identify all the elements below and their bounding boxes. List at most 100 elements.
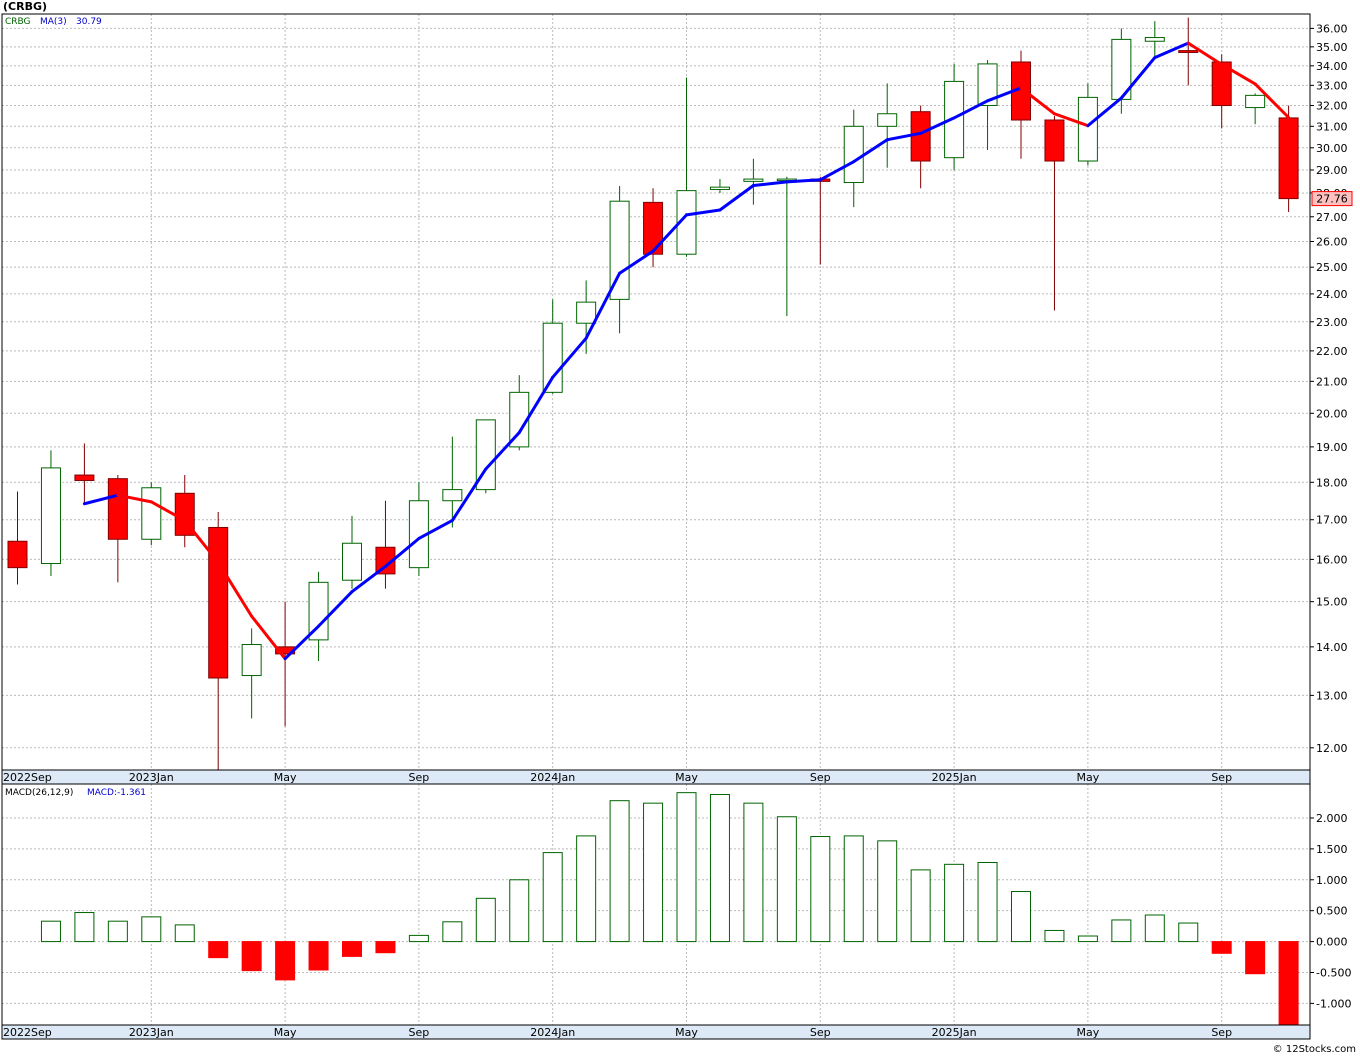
price-tick-label: 13.00 [1316, 689, 1348, 702]
macd-bar [709, 794, 730, 943]
price-tick-label: 31.00 [1316, 120, 1348, 133]
macd-bar [676, 792, 697, 943]
ma3-line-segment [250, 614, 287, 661]
candle-body [910, 111, 931, 162]
date-axis-label: May [274, 771, 297, 784]
macd-bar [408, 934, 429, 943]
ma3-line-segment [751, 180, 789, 188]
candle-body [1077, 96, 1098, 162]
macd-bar [1011, 891, 1031, 943]
macd-bar [509, 879, 530, 943]
ma3-line-segment [1052, 112, 1090, 128]
macd-bar [1144, 914, 1165, 943]
ma3-line-segment [1119, 56, 1157, 100]
macd-bar [208, 941, 229, 959]
ma3-line-segment [986, 86, 1023, 103]
macd-bar [342, 941, 362, 957]
price-tick-label: 36.00 [1316, 22, 1348, 35]
price-tick-label: 21.00 [1316, 375, 1348, 388]
date-axis-strip [1, 769, 1311, 785]
macd-bar [74, 912, 95, 943]
last-price-label: 27.76 [1316, 193, 1348, 206]
macd-bar [174, 924, 195, 943]
price-tick-label: 15.00 [1316, 596, 1348, 609]
price-tick-label: 16.00 [1316, 553, 1348, 566]
candle-body [1211, 61, 1232, 107]
price-tick-label: 17.00 [1316, 514, 1348, 527]
date-axis-label: 2023Jan [129, 1026, 174, 1039]
ma3-line-segment [718, 184, 755, 212]
date-axis-label: May [1077, 771, 1100, 784]
candle-body [1278, 117, 1299, 200]
macd-bar [877, 840, 898, 943]
ma3-line-segment [216, 560, 254, 618]
macd-bar [241, 941, 262, 972]
date-axis-label: May [274, 1026, 297, 1039]
date-axis-label: May [675, 1026, 698, 1039]
price-tick-label: 14.00 [1316, 641, 1348, 654]
candle-body [576, 301, 597, 324]
last-price-badge [1311, 191, 1353, 207]
date-axis-label: Sep [409, 771, 430, 784]
price-tick-label: 19.00 [1316, 441, 1348, 454]
candle-body [208, 526, 229, 679]
price-legend-ma-value: 30.79 [76, 17, 102, 27]
date-axis-label: 2025Jan [932, 1026, 977, 1039]
candle-body [375, 546, 396, 575]
candle-body [843, 125, 864, 184]
macd-bar [944, 863, 965, 943]
price-tick-label: 18.00 [1316, 476, 1348, 489]
price-tick-label: 26.00 [1316, 235, 1348, 248]
macd-legend-title: MACD(26,12,9) [5, 788, 73, 798]
ma3-line-segment [1253, 82, 1291, 119]
macd-bar [1077, 935, 1098, 943]
date-axis-label: 2024Jan [530, 771, 575, 784]
date-axis-label: Sep [1211, 771, 1232, 784]
price-tick-label: 33.00 [1316, 79, 1348, 92]
ma3-line-segment [852, 138, 889, 164]
ma3-line-segment [785, 178, 822, 184]
candle-body [676, 190, 697, 255]
date-axis-label: 2025Jan [932, 771, 977, 784]
price-tick-label: 22.00 [1316, 345, 1348, 358]
price-tick-label: 34.00 [1316, 60, 1348, 73]
ma3-line-segment [551, 336, 588, 379]
date-axis-label: Sep [409, 1026, 430, 1039]
price-tick-label: 24.00 [1316, 288, 1348, 301]
macd-bar [843, 835, 864, 943]
macd-tick-label: 1.000 [1316, 874, 1348, 887]
candle-body [74, 474, 95, 481]
price-tick-label: 30.00 [1316, 142, 1348, 155]
candle-body [1245, 94, 1266, 109]
price-tick-label: 27.00 [1316, 211, 1348, 224]
ma3-line-segment [885, 131, 923, 142]
ma3-line-segment [82, 493, 120, 506]
macd-legend-value: MACD:-1.361 [87, 788, 146, 798]
ma3-line-segment [350, 564, 387, 594]
candle-body [609, 200, 630, 300]
macd-tick-label: -0.500 [1316, 966, 1351, 979]
candle-body [141, 487, 162, 540]
date-axis-label: 2022Sep [3, 771, 52, 784]
price-legend-ma: MA(3) [40, 17, 67, 27]
ma3-line-segment [417, 518, 454, 540]
ma3-line-segment [818, 160, 856, 182]
ma3-line-segment [317, 590, 354, 628]
candle-body [643, 201, 664, 255]
macd-bar [977, 861, 998, 943]
candle-body [1178, 50, 1199, 53]
macd-bar [475, 897, 496, 943]
ma3-line-segment [116, 493, 153, 504]
candle-body [308, 581, 329, 641]
macd-bar [542, 852, 563, 943]
ma3-line-segment [584, 271, 622, 340]
date-axis-label: 2022Sep [3, 1026, 52, 1039]
date-axis-label: Sep [1211, 1026, 1232, 1039]
ma3-line-segment [149, 500, 187, 522]
ma3-line-segment [383, 536, 421, 568]
ma3-line-segment [283, 624, 321, 661]
macd-bar [1278, 941, 1299, 1027]
ma3-line-segment [1153, 41, 1190, 60]
macd-bar [375, 941, 396, 954]
macd-bar [141, 916, 162, 943]
